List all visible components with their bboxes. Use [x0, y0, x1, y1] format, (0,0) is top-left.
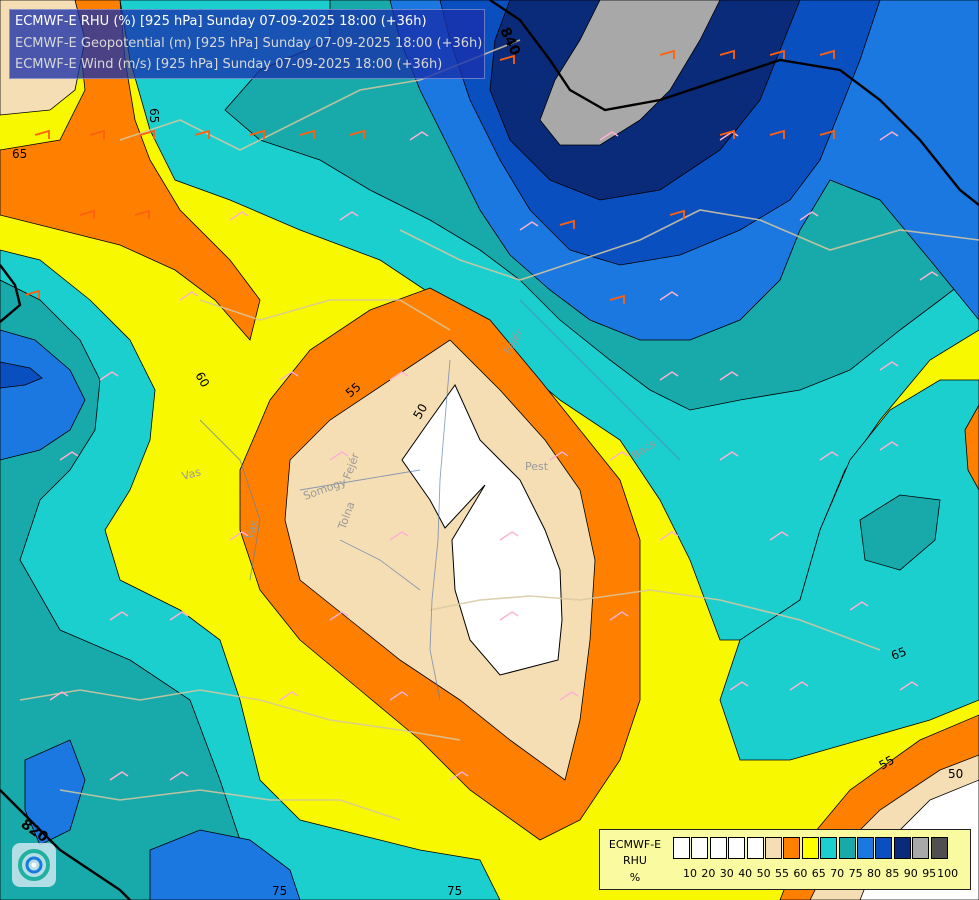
river-lines [199, 299, 681, 701]
legend-swatch [875, 837, 893, 859]
legend-swatch [857, 837, 874, 859]
legend-variable: RHU [623, 854, 647, 867]
legend-tick: 100 [937, 867, 959, 880]
rhu-label: 65 [12, 147, 27, 161]
legend-swatch [673, 837, 690, 859]
legend-tick: 90 [903, 867, 918, 880]
rhu-label: 55 [877, 753, 897, 773]
rhu-label: 60 [192, 370, 212, 390]
legend-swatch [746, 837, 764, 859]
place-label: Vas [243, 518, 262, 541]
logo-swirl-icon [12, 843, 56, 887]
header-geopotential-title: ECMWF-E Geopotential (m) [925 hPa] Sunda… [15, 36, 483, 51]
rhu-zone-65-70-east [719, 379, 979, 761]
place-label: Vas [180, 465, 202, 483]
rhu-label: 50 [410, 401, 430, 421]
rhu-label: 65 [147, 108, 161, 123]
legend-swatch [930, 837, 948, 859]
legend-tick: 55 [775, 867, 789, 880]
wind-barbs-strong [24, 49, 835, 304]
legend-swatch [765, 837, 782, 859]
legend-tick: 40 [738, 867, 753, 880]
legend-tick: 80 [867, 867, 881, 880]
rhu-label: 65 [889, 644, 908, 662]
legend-tick: 20 [701, 867, 716, 880]
legend-tick: 10 [683, 867, 697, 880]
header-wind-title: ECMWF-E Wind (m/s) [925 hPa] Sunday 07-0… [15, 57, 443, 72]
legend-swatch [893, 837, 911, 859]
rhu-zone-75-80-west [0, 329, 86, 461]
legend-model: ECMWF-E [608, 838, 662, 851]
legend-tick: 85 [885, 867, 900, 880]
rhu-legend: ECMWF-E RHU % 10 20 30 40 50 55 60 65 70 75 80 85 90… [599, 829, 971, 890]
place-label: Pest [525, 460, 549, 473]
geopotential-contour-840 [489, 0, 979, 206]
rhu-zone-75-80-southwest [24, 739, 86, 846]
legend-swatch [709, 837, 727, 859]
rhu-zone-65-70-east-right [964, 404, 979, 491]
geopotential-contour-820 [0, 789, 131, 900]
legend-swatch [691, 837, 709, 859]
rhu-zone-70-75-east-patch [859, 494, 941, 571]
legend-swatch [912, 837, 930, 859]
wind-barbs [49, 131, 939, 781]
legend-swatch [801, 837, 819, 859]
legend-tick: 60 [793, 867, 808, 880]
rhu-label: 75 [272, 884, 287, 898]
legend-swatch [820, 837, 838, 859]
legend-tick: 95 [922, 867, 937, 880]
legend-tick: 70 [830, 867, 845, 880]
legend-swatch [728, 837, 746, 859]
legend-tick: 30 [719, 867, 734, 880]
legend-swatch [838, 837, 856, 859]
geopotential-contour-northwest [0, 264, 22, 323]
legend-unit: % [629, 871, 641, 884]
legend-tick: 50 [756, 867, 771, 880]
legend-tick: 65 [811, 867, 826, 880]
legend-swatch [783, 837, 801, 859]
rhu-zone-75-80-south [149, 829, 301, 900]
header-rhu-title: ECMWF-E RHU (%) [925 hPa] Sunday 07-09-2… [15, 14, 427, 29]
rhu-label: 75 [447, 884, 462, 898]
rhu-label: 50 [948, 767, 963, 781]
rhu-zone-90-95-north [539, 0, 721, 146]
legend-tick: 75 [848, 867, 863, 880]
map-header: ECMWF-E RHU (%) [925 hPa] Sunday 07-09-2… [9, 9, 485, 79]
rhu-zone-80-85-west [0, 361, 43, 389]
